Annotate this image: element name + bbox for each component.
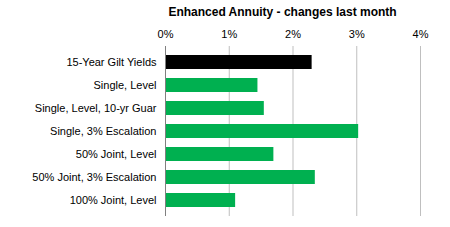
svg-text:50% Joint, Level: 50% Joint, Level (76, 148, 157, 160)
svg-text:2%: 2% (285, 28, 301, 40)
svg-text:1%: 1% (221, 28, 237, 40)
svg-text:50% Joint, 3% Escalation: 50% Joint, 3% Escalation (32, 171, 156, 183)
html-text:Enhanced Annuity - changes las: Enhanced Annuity - changes last month (168, 5, 397, 19)
svg-text:100% Joint, Level: 100% Joint, Level (70, 194, 157, 206)
svg-text:4%: 4% (413, 28, 429, 40)
svg-text:Single, Level, 10-yr Guar: Single, Level, 10-yr Guar (35, 102, 157, 114)
svg-text:Single, 3% Escalation: Single, 3% Escalation (50, 125, 156, 137)
svg-text:3%: 3% (349, 28, 365, 40)
svg-text:0%: 0% (158, 28, 174, 40)
svg-text:Single, Level: Single, Level (94, 79, 157, 91)
svg-text:15-Year Gilt Yields: 15-Year Gilt Yields (66, 56, 157, 68)
